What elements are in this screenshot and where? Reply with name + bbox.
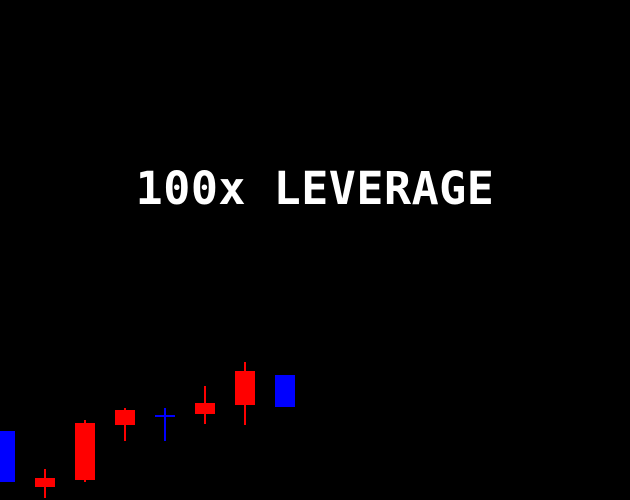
candle-up <box>0 431 15 482</box>
candle-down <box>115 408 135 441</box>
candle-down <box>75 420 95 482</box>
candle-body <box>75 423 95 480</box>
candle-down <box>235 362 255 425</box>
candle-body <box>115 410 135 425</box>
candle-body <box>155 415 175 417</box>
candle-down <box>35 469 55 498</box>
candle-body <box>35 478 55 487</box>
candle-up <box>155 408 175 441</box>
candle-down <box>195 386 215 424</box>
candle-body <box>275 375 295 407</box>
candle-body <box>0 431 15 482</box>
headline-text: 100x LEVERAGE <box>135 162 495 215</box>
candle-body <box>235 371 255 405</box>
candle-up <box>275 375 295 407</box>
candle-body <box>195 403 215 414</box>
